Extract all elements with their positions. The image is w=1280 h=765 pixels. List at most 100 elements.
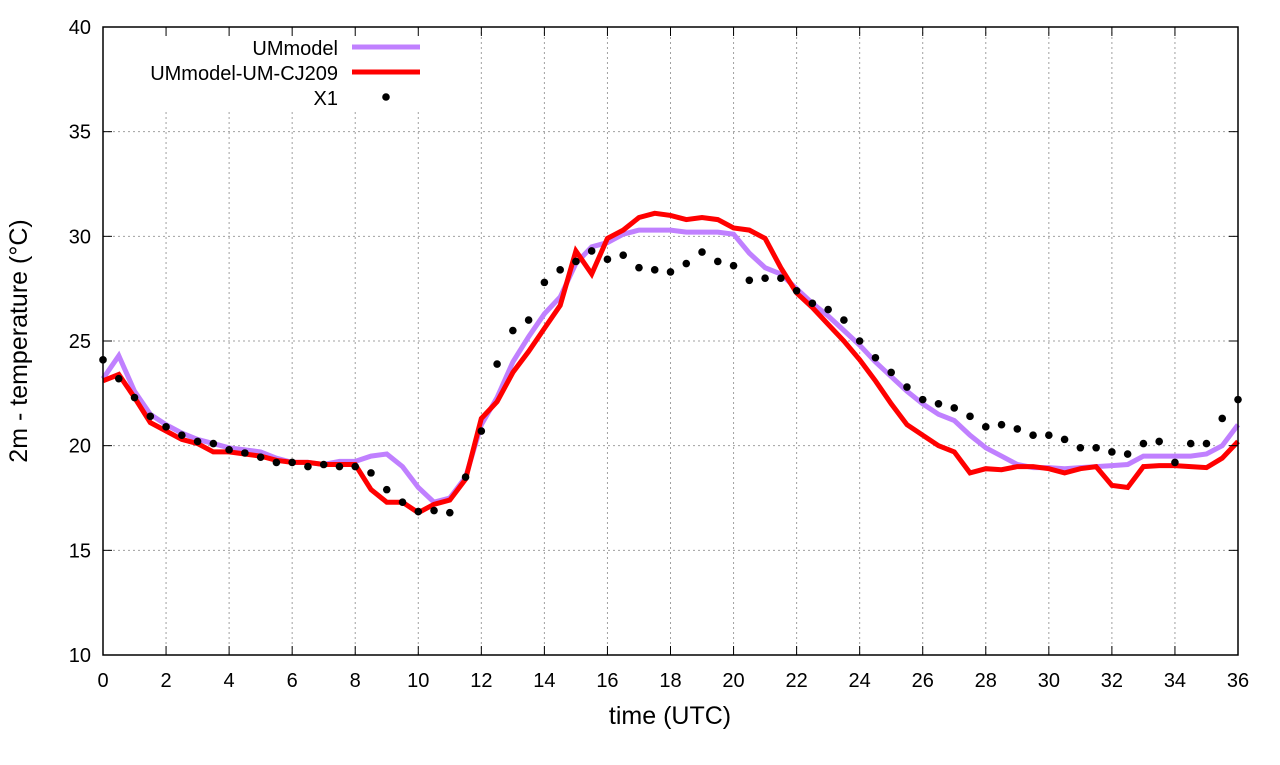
- data-point-X1: [193, 437, 202, 446]
- data-point-X1: [241, 449, 249, 457]
- data-point-X1: [808, 299, 817, 308]
- data-point-X1: [635, 263, 643, 272]
- y-axis-label: 2m - temperature (°C): [5, 219, 33, 462]
- data-point-X1: [650, 266, 659, 274]
- grid: [103, 27, 1238, 655]
- data-point-X1: [1155, 437, 1163, 446]
- data-point-X1: [114, 374, 123, 383]
- y-tick-label: 25: [69, 331, 91, 353]
- data-point-X1: [1171, 458, 1179, 467]
- data-point-X1: [666, 268, 675, 276]
- data-point-X1: [950, 404, 959, 412]
- data-point-X1: [256, 453, 265, 461]
- data-point-X1: [1218, 414, 1227, 423]
- data-point-X1: [603, 255, 612, 264]
- x-tick-label: 8: [350, 670, 361, 692]
- data-point-X1: [587, 247, 596, 255]
- legend-swatch: [382, 93, 390, 101]
- data-point-X1: [997, 420, 1006, 429]
- x-axis-label: time (UTC): [609, 702, 731, 730]
- data-point-X1: [903, 383, 911, 391]
- data-point-X1: [146, 412, 155, 421]
- data-point-X1: [729, 261, 738, 270]
- data-point-X1: [130, 393, 139, 402]
- series-layer: [99, 210, 1242, 517]
- y-tick-label: 35: [69, 122, 91, 144]
- data-point-X1: [1123, 450, 1132, 458]
- x-tick-label: 36: [1227, 670, 1249, 692]
- data-point-X1: [1045, 431, 1053, 440]
- data-point-X1: [871, 353, 880, 362]
- data-point-X1: [934, 400, 943, 408]
- y-tick-label: 20: [69, 436, 91, 458]
- data-point-X1: [398, 498, 407, 506]
- data-point-X1: [966, 412, 974, 421]
- data-point-X1: [178, 431, 186, 440]
- data-point-X1: [745, 276, 754, 285]
- data-point-X1: [855, 337, 864, 345]
- data-point-X1: [1202, 439, 1211, 448]
- data-point-X1: [540, 278, 549, 287]
- data-point-X1: [335, 462, 344, 471]
- legend-label: UMmodel-UM-CJ209: [150, 63, 338, 85]
- y-tick-label: 10: [69, 645, 91, 667]
- data-point-X1: [1139, 439, 1148, 448]
- data-point-X1: [619, 251, 628, 259]
- data-point-X1: [382, 485, 391, 494]
- data-point-X1: [430, 506, 438, 515]
- y-tick-label: 30: [69, 226, 91, 248]
- data-point-X1: [493, 360, 501, 368]
- x-tick-label: 18: [659, 670, 681, 692]
- data-point-X1: [572, 257, 580, 266]
- data-point-X1: [1060, 435, 1069, 444]
- x-tick-label: 16: [596, 670, 618, 692]
- data-point-X1: [682, 259, 691, 268]
- data-point-X1: [1076, 443, 1085, 452]
- x-tick-label: 14: [533, 670, 555, 692]
- data-point-X1: [777, 274, 785, 283]
- data-point-X1: [713, 257, 722, 266]
- data-point-X1: [162, 423, 170, 431]
- data-point-X1: [351, 462, 360, 471]
- data-point-X1: [556, 266, 564, 274]
- x-tick-label: 0: [97, 670, 108, 692]
- data-point-X1: [887, 368, 895, 377]
- data-point-X1: [477, 427, 486, 435]
- x-tick-label: 6: [287, 670, 298, 692]
- data-point-X1: [524, 316, 533, 324]
- data-point-X1: [225, 446, 233, 454]
- data-point-X1: [1092, 443, 1100, 452]
- x-tick-label: 24: [849, 670, 871, 692]
- data-point-X1: [304, 462, 312, 471]
- x-tick-label: 34: [1164, 670, 1186, 692]
- data-point-X1: [446, 508, 454, 517]
- data-point-X1: [1013, 425, 1022, 433]
- x-tick-label: 22: [785, 670, 807, 692]
- x-tick-label: 12: [470, 670, 492, 692]
- legend: UMmodel UMmodel-UM-CJ209 X1: [150, 38, 420, 110]
- data-point-X1: [461, 473, 470, 481]
- legend-label: UMmodel: [252, 38, 338, 60]
- data-point-X1: [319, 460, 328, 469]
- y-tick-label: 40: [69, 17, 91, 39]
- data-point-X1: [698, 248, 706, 256]
- data-point-X1: [792, 286, 801, 295]
- x-tick-label: 32: [1101, 670, 1123, 692]
- data-point-X1: [1029, 431, 1037, 440]
- data-point-X1: [509, 326, 517, 335]
- x-tick-label: 20: [722, 670, 744, 692]
- ticks: 0 2 4 6 8 10 12 14 16 18 20 22 24 26 28 30 32 34 361015202…: [69, 17, 1249, 692]
- x-tick-label: 2: [160, 670, 171, 692]
- data-point-X1: [272, 458, 281, 467]
- data-point-X1: [1108, 448, 1116, 456]
- data-point-X1: [824, 305, 832, 314]
- x-tick-label: 10: [407, 670, 429, 692]
- data-point-X1: [414, 507, 423, 516]
- data-point-X1: [840, 316, 848, 324]
- data-point-X1: [367, 469, 375, 477]
- data-point-X1: [761, 274, 769, 283]
- x-tick-label: 26: [912, 670, 934, 692]
- data-point-X1: [1186, 439, 1195, 448]
- y-tick-label: 15: [69, 540, 91, 562]
